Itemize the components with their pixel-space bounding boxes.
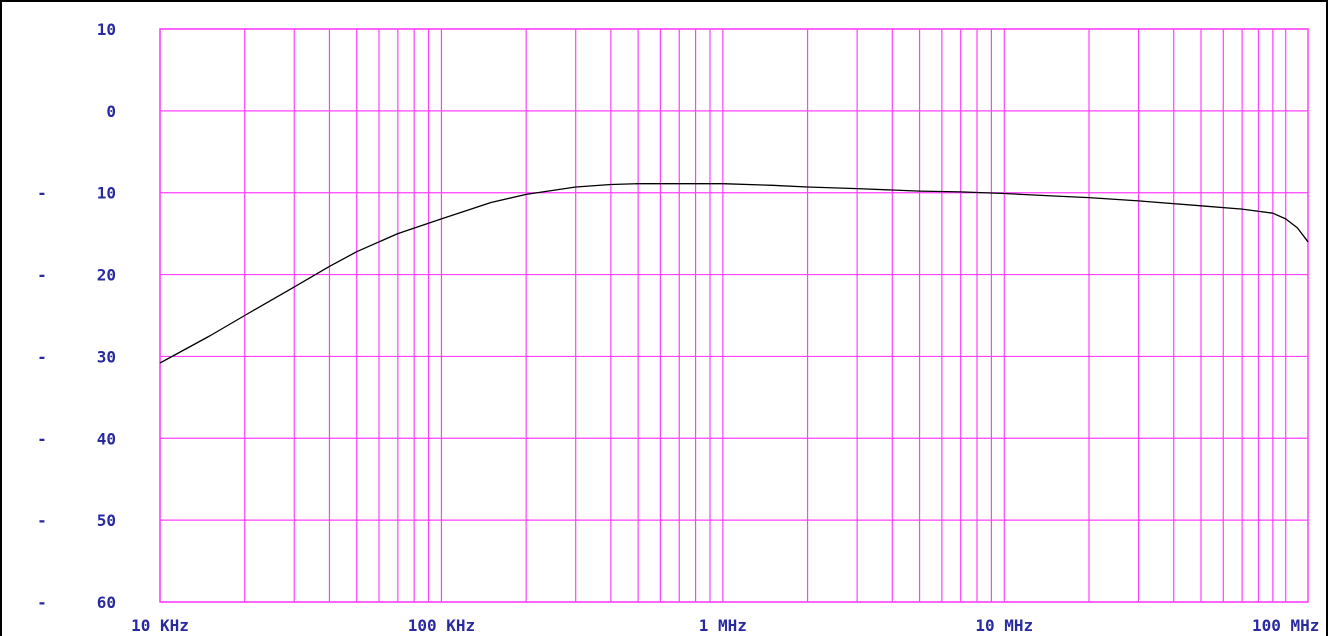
x-tick-label: 1 MHz (699, 616, 747, 635)
y-tick-sign: - (37, 184, 47, 203)
plot-border (159, 28, 1309, 603)
x-tick-label: 10 KHz (131, 616, 189, 635)
x-axis-labels: 10 KHz 100 KHz 1 MHz 10 MHz 100 MHz (131, 616, 1319, 635)
trace-layer (159, 183, 1309, 364)
y-tick-label: - 40 (37, 429, 116, 448)
y-tick-value: 50 (97, 511, 116, 530)
x-tick-label: 100 MHz (1252, 616, 1319, 635)
y-tick-label: - 10 (37, 184, 116, 203)
y-tick-sign: - (37, 511, 47, 530)
y-tick-sign: - (37, 593, 47, 612)
y-tick-label: - 60 (37, 593, 116, 612)
y-tick-sign: - (37, 347, 47, 366)
y-tick-value: 0 (106, 102, 116, 121)
y-tick-value: 20 (97, 266, 116, 285)
x-tick-label: 100 KHz (408, 616, 475, 635)
y-tick-sign: - (37, 429, 47, 448)
y-tick-sign: - (37, 266, 47, 285)
response-trace (159, 183, 1309, 364)
y-tick-label: 0 (106, 102, 116, 121)
y-tick-label: - 20 (37, 266, 116, 285)
y-tick-label: - 50 (37, 511, 116, 530)
x-tick-label: 10 MHz (975, 616, 1033, 635)
y-tick-value: 60 (97, 593, 116, 612)
y-tick-value: 30 (97, 347, 116, 366)
y-axis-labels: 10 0 - 10 - 20 - 30 - 40 - 50 - 60 (37, 20, 116, 612)
y-tick-value: 10 (97, 184, 116, 203)
y-tick-value: 40 (97, 429, 116, 448)
y-tick-label: 10 (97, 20, 116, 39)
y-tick-label: - 30 (37, 347, 116, 366)
y-tick-value: 10 (97, 20, 116, 39)
